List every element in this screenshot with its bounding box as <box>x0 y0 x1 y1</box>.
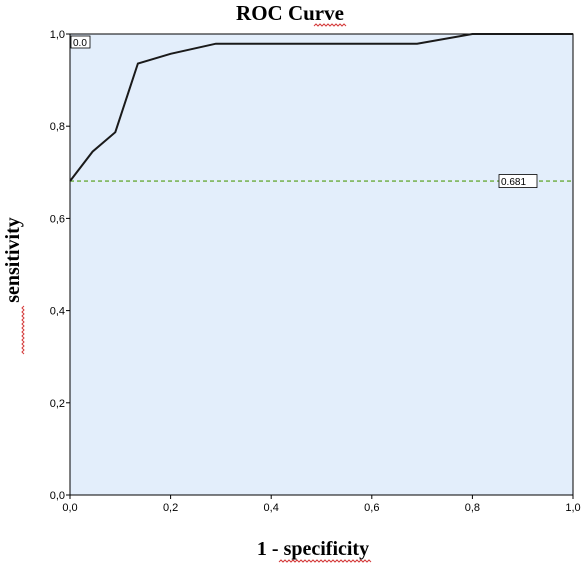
plot-area <box>69 33 574 496</box>
y-axis-spellcheck-underline <box>21 305 25 355</box>
x-tick-label: 0,8 <box>465 502 480 514</box>
x-tick-label: 0,4 <box>264 502 279 514</box>
corner-annotation: 0.0 <box>70 35 91 49</box>
y-tick-label: 1,0 <box>50 29 65 41</box>
x-tick-label: 0,0 <box>62 502 77 514</box>
x-axis-title: 1 - specificity <box>257 538 369 560</box>
y-tick-label: 0,6 <box>50 213 65 225</box>
roc-curve-line <box>69 33 573 182</box>
chart-title: ROC Curve <box>236 1 344 25</box>
reference-line-label-box <box>498 174 538 188</box>
reference-line-label: 0.681 <box>501 177 526 188</box>
x-tick-label: 0,6 <box>364 502 379 514</box>
y-tick-label: 0,4 <box>50 306 65 318</box>
series-group <box>69 33 574 182</box>
corner-annotation-label: 0.0 <box>73 38 87 49</box>
x-tick-label: 0,2 <box>163 502 178 514</box>
y-tick-label: 0,8 <box>50 121 65 133</box>
corner-annotation-box <box>70 35 91 49</box>
title-spellcheck-underline <box>313 23 347 27</box>
x-tick-label: 1,0 <box>565 502 580 514</box>
y-axis-title: sensitivity <box>2 217 24 303</box>
y-tick-label: 0,2 <box>50 398 65 410</box>
reference-line-group: 0.681 <box>70 174 573 188</box>
ticks-group: 0,0 0,2 0,4 0,6 0,8 1,0 0,0 0,2 0,4 0,6 0,8 1,0 <box>50 29 581 514</box>
x-axis-spellcheck-underline <box>278 559 372 563</box>
y-tick-label: 0,0 <box>50 490 65 502</box>
